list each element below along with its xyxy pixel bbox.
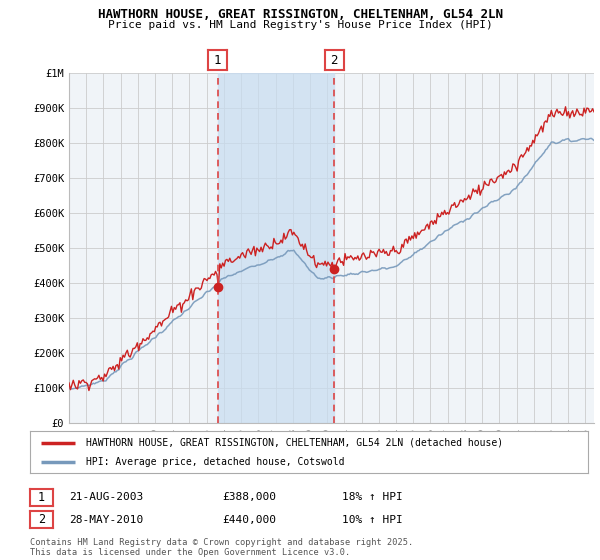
Text: £388,000: £388,000 [222,492,276,502]
Text: £440,000: £440,000 [222,515,276,525]
Text: Contains HM Land Registry data © Crown copyright and database right 2025.
This d: Contains HM Land Registry data © Crown c… [30,538,413,557]
Text: HAWTHORN HOUSE, GREAT RISSINGTON, CHELTENHAM, GL54 2LN: HAWTHORN HOUSE, GREAT RISSINGTON, CHELTE… [97,8,503,21]
Text: 2: 2 [331,54,338,67]
Text: HPI: Average price, detached house, Cotswold: HPI: Average price, detached house, Cots… [86,457,344,467]
Text: 28-MAY-2010: 28-MAY-2010 [69,515,143,525]
Bar [218,73,334,423]
Text: 18% ↑ HPI: 18% ↑ HPI [342,492,403,502]
Text: HAWTHORN HOUSE, GREAT RISSINGTON, CHELTENHAM, GL54 2LN (detached house): HAWTHORN HOUSE, GREAT RISSINGTON, CHELTE… [86,437,503,447]
Text: 10% ↑ HPI: 10% ↑ HPI [342,515,403,525]
Text: 1: 1 [214,54,221,67]
Text: Price paid vs. HM Land Registry's House Price Index (HPI): Price paid vs. HM Land Registry's House … [107,20,493,30]
Text: 2: 2 [38,513,45,526]
Text: 21-AUG-2003: 21-AUG-2003 [69,492,143,502]
Text: 1: 1 [38,491,45,504]
